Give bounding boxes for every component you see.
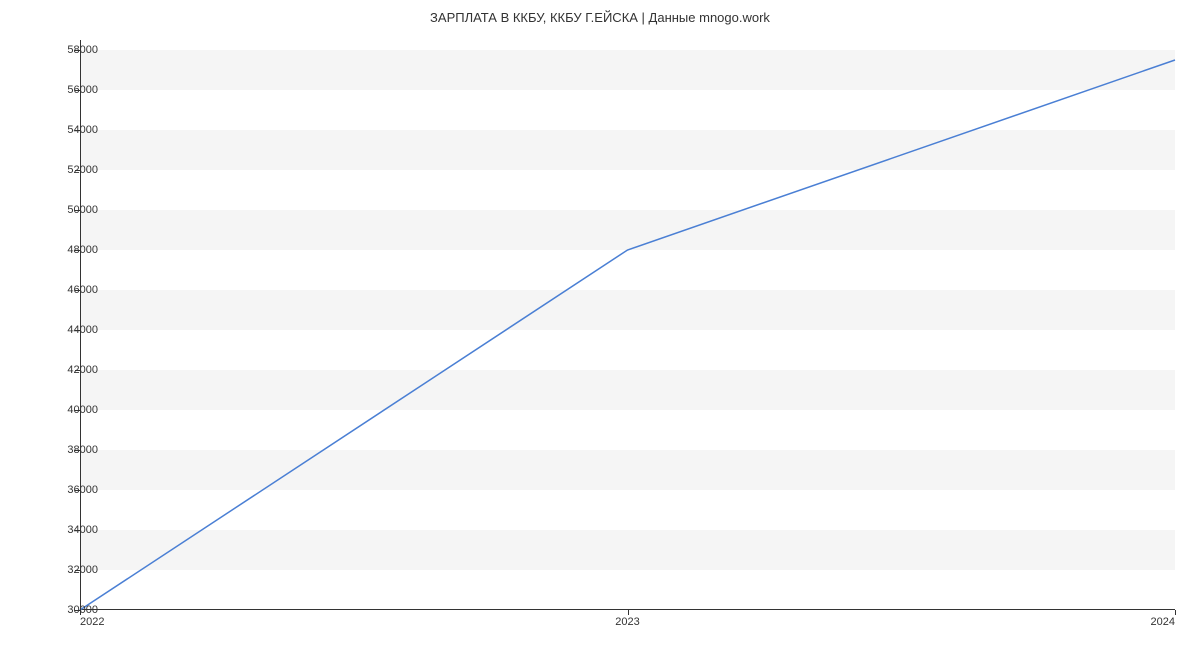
y-tick-label: 32000 bbox=[67, 564, 98, 576]
y-tick-label: 44000 bbox=[67, 324, 98, 336]
y-tick-label: 38000 bbox=[67, 444, 98, 456]
x-tick-label: 2023 bbox=[615, 616, 639, 628]
chart-title: ЗАРПЛАТА В ККБУ, ККБУ Г.ЕЙСКА | Данные m… bbox=[0, 0, 1200, 25]
y-tick-label: 34000 bbox=[67, 524, 98, 536]
y-tick-label: 58000 bbox=[67, 44, 98, 56]
y-tick-label: 50000 bbox=[67, 204, 98, 216]
y-tick-label: 30000 bbox=[67, 604, 98, 616]
chart-area bbox=[80, 40, 1175, 610]
y-tick-label: 52000 bbox=[67, 164, 98, 176]
line-chart-svg bbox=[80, 40, 1175, 610]
x-tick-mark bbox=[628, 610, 629, 615]
x-tick-label: 2022 bbox=[80, 616, 104, 628]
y-tick-label: 42000 bbox=[67, 364, 98, 376]
y-tick-label: 36000 bbox=[67, 484, 98, 496]
y-tick-label: 40000 bbox=[67, 404, 98, 416]
y-tick-label: 48000 bbox=[67, 244, 98, 256]
data-line bbox=[80, 60, 1175, 610]
y-tick-label: 54000 bbox=[67, 124, 98, 136]
y-tick-label: 56000 bbox=[67, 84, 98, 96]
x-tick-label: 2024 bbox=[1151, 616, 1175, 628]
y-tick-label: 46000 bbox=[67, 284, 98, 296]
plot-area bbox=[80, 40, 1175, 610]
x-tick-mark bbox=[1175, 610, 1176, 615]
